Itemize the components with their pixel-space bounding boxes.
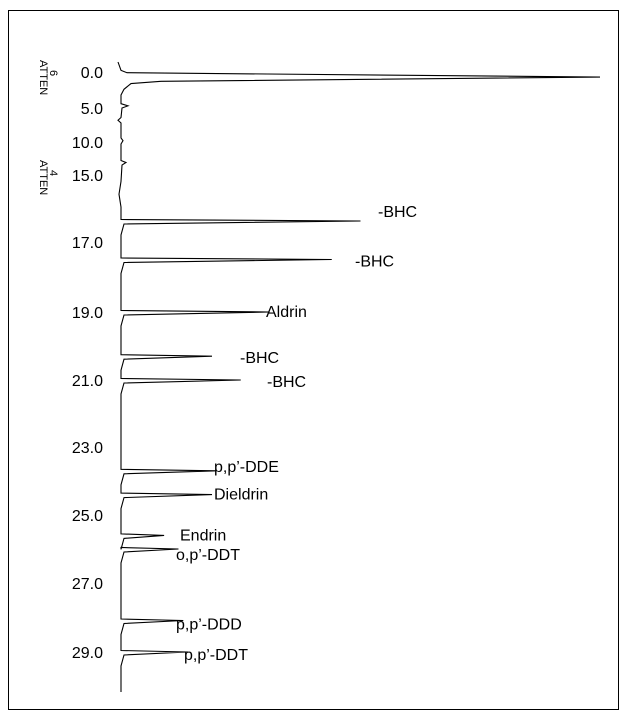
y-tick-label: 10.0	[72, 135, 103, 152]
peak-label: -BHC	[378, 204, 417, 221]
y-tick-label: 0.0	[81, 65, 103, 82]
peak-label: -BHC	[267, 374, 306, 391]
attenuation-value: 6	[47, 70, 59, 76]
peak-labels: -BHC -BHC Aldrin -BHC -BHC p,p’-DDE Dieldrin En…	[176, 204, 417, 664]
attenuation-name: ATTEN	[37, 60, 49, 95]
y-tick-label: 23.0	[72, 440, 103, 457]
peak-label: o,p’-DDT	[176, 547, 240, 564]
peak-label: p,p’-DDD	[176, 617, 242, 634]
chromatogram-trace	[117, 61, 601, 692]
attenuation-value: 4	[47, 170, 59, 176]
y-tick-label: 15.0	[72, 168, 103, 185]
y-tick-label: 19.0	[72, 305, 103, 322]
y-tick-label: 25.0	[72, 508, 103, 525]
peak-label: Endrin	[180, 527, 226, 544]
y-tick-label: 27.0	[72, 576, 103, 593]
peak-label: Aldrin	[266, 304, 307, 321]
chart-frame	[8, 10, 619, 710]
y-tick-label: 29.0	[72, 645, 103, 662]
peak-label: -BHC	[240, 350, 279, 367]
attenuation-name: ATTEN	[37, 160, 49, 195]
peak-label: p,p’-DDE	[214, 459, 279, 476]
y-tick-label: 21.0	[72, 373, 103, 390]
y-tick-label: 17.0	[72, 235, 103, 252]
peak-label: Dieldrin	[214, 487, 268, 504]
y-tick-label: 5.0	[81, 101, 103, 118]
y-axis-tick-labels: 0.0 5.0 10.0 15.0 17.0 19.0 21.0 23.0 25.0 27.0 29…	[72, 65, 103, 662]
peak-label: p,p’-DDT	[184, 647, 248, 664]
peak-label: -BHC	[355, 254, 394, 271]
